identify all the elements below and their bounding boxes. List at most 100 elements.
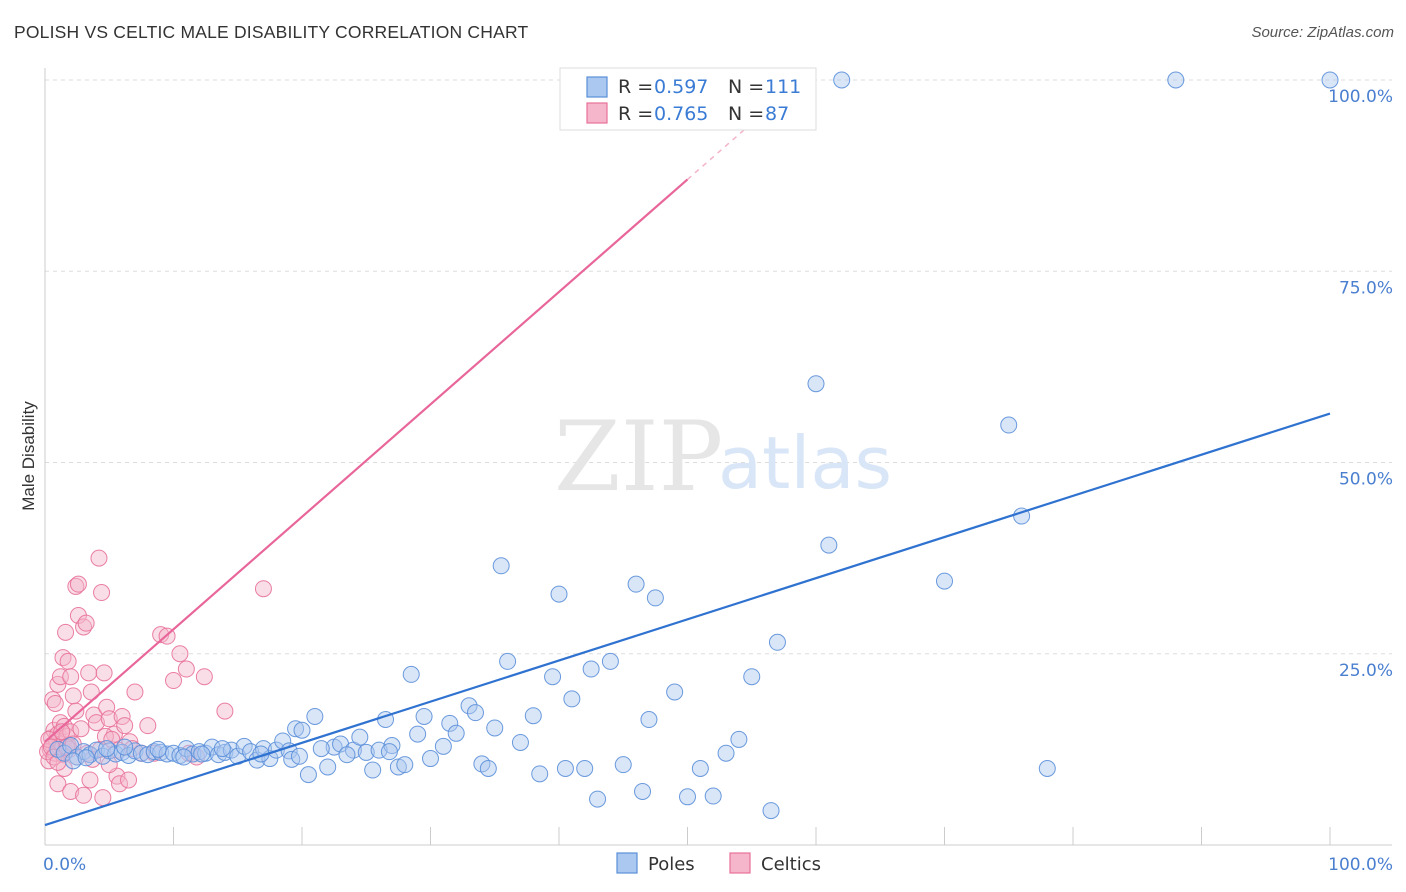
celtics-point-24 bbox=[59, 652, 77, 670]
bottom-legend-label-poles: Poles bbox=[648, 854, 695, 875]
x-tick-label-0: 0.0% bbox=[43, 855, 86, 875]
legend-n-label-poles: N = bbox=[728, 76, 764, 98]
axes bbox=[44, 68, 1392, 846]
poles-point-105 bbox=[116, 738, 134, 756]
poles-point-95 bbox=[833, 71, 851, 89]
celtics-point-55 bbox=[177, 660, 195, 678]
poles-point-81 bbox=[634, 782, 652, 800]
poles-point-84 bbox=[666, 683, 684, 701]
celtics-point-67 bbox=[94, 789, 112, 807]
celtics-point-69 bbox=[120, 771, 138, 789]
poles-point-77 bbox=[589, 790, 607, 808]
celtics-point-27 bbox=[67, 702, 85, 720]
poles-point-56 bbox=[415, 707, 433, 725]
poles-point-47 bbox=[357, 743, 375, 761]
poles-point-113 bbox=[193, 745, 211, 763]
poles-point-92 bbox=[768, 633, 786, 651]
celtics-series bbox=[39, 549, 272, 807]
celtics-point-30 bbox=[69, 575, 87, 593]
poles-point-70 bbox=[531, 765, 549, 783]
celtics-point-49 bbox=[139, 717, 157, 735]
poles-point-82 bbox=[640, 711, 658, 729]
poles-point-21 bbox=[184, 745, 202, 763]
poles-point-69 bbox=[524, 707, 542, 725]
poles-point-40 bbox=[299, 766, 317, 784]
legend-r-value-poles: 0.597 bbox=[654, 76, 708, 98]
chart-title: POLISH VS CELTIC MALE DISABILITY CORRELA… bbox=[14, 22, 529, 42]
poles-point-27 bbox=[222, 741, 240, 759]
celtics-point-23 bbox=[57, 623, 75, 641]
poles-point-59 bbox=[441, 714, 459, 732]
poles-point-52 bbox=[389, 758, 407, 776]
poles-point-108 bbox=[213, 740, 231, 758]
celtics-point-60 bbox=[254, 580, 272, 598]
poles-point-104 bbox=[98, 740, 116, 758]
poles-point-66 bbox=[492, 557, 510, 575]
celtics-point-21 bbox=[51, 668, 69, 686]
x-tick-label-1: 100.0% bbox=[1328, 855, 1393, 875]
celtics-point-75 bbox=[53, 723, 71, 741]
legend-swatch-poles bbox=[586, 76, 608, 98]
poles-point-100 bbox=[1167, 71, 1185, 89]
poles-point-103 bbox=[77, 749, 95, 767]
poles-point-96 bbox=[936, 572, 953, 590]
poles-point-75 bbox=[576, 760, 594, 777]
bottom-legend-swatch-celtics bbox=[729, 852, 751, 874]
celtics-point-36 bbox=[87, 714, 105, 732]
tick-labels: 25.0% 50.0% 75.0% 100.0% 0.0% 100.0% bbox=[43, 87, 1393, 875]
celtics-point-53 bbox=[165, 672, 182, 690]
celtics-point-29 bbox=[67, 577, 85, 595]
poles-point-102 bbox=[64, 752, 82, 770]
celtics-point-54 bbox=[171, 645, 189, 663]
celtics-point-32 bbox=[77, 614, 95, 632]
poles-point-46 bbox=[351, 728, 369, 746]
poles-point-86 bbox=[691, 760, 709, 777]
y-tick-label-1: 50.0% bbox=[1339, 470, 1393, 490]
source-label: Source: ZipAtlas.com bbox=[1251, 24, 1394, 41]
poles-point-12 bbox=[126, 742, 144, 760]
celtics-point-78 bbox=[72, 720, 90, 738]
poles-point-13 bbox=[132, 744, 150, 762]
grid-lines bbox=[45, 79, 1392, 655]
celtics-point-59 bbox=[216, 702, 234, 720]
poles-point-41 bbox=[306, 707, 324, 725]
poles-point-67 bbox=[499, 652, 517, 670]
poles-point-39 bbox=[293, 721, 311, 739]
poles-point-97 bbox=[1000, 416, 1018, 434]
celtics-trend-extension bbox=[687, 122, 753, 181]
poles-point-93 bbox=[807, 375, 825, 393]
poles-point-94 bbox=[820, 536, 838, 554]
celtics-point-44 bbox=[111, 775, 129, 793]
poles-point-62 bbox=[466, 704, 484, 722]
celtics-point-48 bbox=[126, 683, 144, 701]
y-axis-title: Male Disability bbox=[19, 401, 38, 511]
poles-point-68 bbox=[511, 733, 529, 751]
poles-point-38 bbox=[287, 720, 305, 738]
poles-point-88 bbox=[717, 744, 735, 762]
legend-n-label-celtics: N = bbox=[728, 103, 764, 125]
watermark-atlas: atlas bbox=[718, 421, 892, 505]
celtics-trend-line bbox=[44, 178, 689, 743]
poles-point-42 bbox=[319, 758, 337, 776]
legend-n-value-celtics: 87 bbox=[765, 103, 789, 125]
poles-point-16 bbox=[152, 743, 170, 761]
poles-point-91 bbox=[762, 802, 780, 820]
celtics-point-39 bbox=[95, 664, 113, 682]
poles-point-78 bbox=[601, 652, 619, 670]
poles-point-65 bbox=[486, 719, 504, 737]
celtics-point-61 bbox=[49, 775, 67, 793]
poles-point-99 bbox=[1038, 760, 1056, 777]
celtics-point-46 bbox=[116, 717, 134, 735]
celtics-point-26 bbox=[64, 687, 82, 705]
bottom-legend-label-celtics: Celtics bbox=[761, 854, 821, 875]
poles-point-114 bbox=[312, 740, 330, 758]
poles-point-74 bbox=[563, 690, 581, 708]
poles-point-55 bbox=[409, 725, 427, 743]
poles-point-72 bbox=[550, 585, 568, 603]
legend-n-value-poles: 111 bbox=[765, 76, 801, 98]
bottom-legend-swatch-poles bbox=[616, 852, 638, 874]
trend-lines bbox=[44, 122, 1331, 827]
celtics-point-19 bbox=[46, 694, 64, 712]
celtics-point-63 bbox=[62, 782, 80, 800]
